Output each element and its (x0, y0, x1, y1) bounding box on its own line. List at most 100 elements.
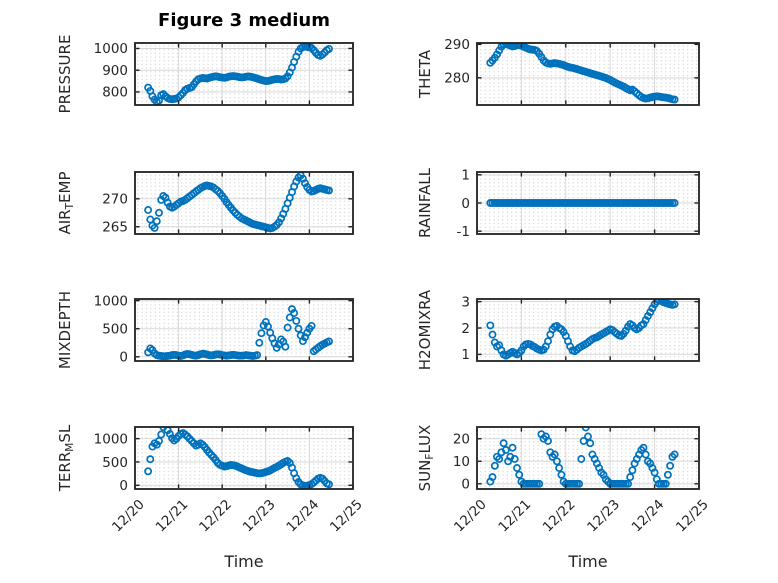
data-point (288, 305, 296, 314)
y-axis-label-subscript: M (64, 443, 76, 452)
data-point (639, 443, 648, 452)
data-point (552, 457, 561, 466)
minor-grid (478, 428, 698, 488)
plot-frame (134, 298, 354, 362)
data-point (285, 313, 294, 322)
marker-group (486, 427, 679, 488)
marker-group (486, 43, 679, 104)
data-point (155, 437, 163, 445)
y-axis-label: THETA (416, 49, 434, 99)
y-axis-label-subscript: T (64, 202, 76, 210)
y-tick-label: 1000 (94, 41, 128, 57)
data-point (670, 450, 679, 459)
y-tick-label: 0 (461, 477, 470, 493)
marker-group (144, 172, 333, 233)
x-tick-label: 12/24 (629, 497, 668, 536)
subplot-air_temp: 265 270 AIRTEMP (56, 171, 354, 236)
data-point (661, 479, 670, 488)
x-tick-label: 12/24 (283, 497, 322, 536)
data-point (544, 337, 552, 346)
y-tick-label: 280 (444, 71, 470, 87)
subplot-pressure: 800 900 1000 PRESSURE (56, 35, 354, 113)
data-point (325, 186, 333, 195)
data-point (325, 337, 333, 346)
y-tick-label: 500 (102, 455, 128, 471)
marker-group (486, 299, 679, 360)
y-tick-label: 265 (102, 220, 128, 236)
plot-frame (134, 171, 354, 235)
y-axis-label: MIXDEPTH (56, 291, 74, 369)
y-axis-label-part: AIR (56, 209, 74, 234)
data-point (501, 446, 510, 454)
data-point (488, 330, 497, 339)
x-tick-label: 12/21 (495, 497, 534, 536)
data-point (325, 44, 333, 53)
y-axis-label-part: H2OMIXRA (416, 289, 434, 370)
data-point (499, 439, 508, 448)
x-tick-label: 12/22 (540, 497, 579, 536)
data-point (294, 324, 303, 333)
data-point (515, 470, 524, 479)
plot-frame (134, 42, 354, 106)
data-point (586, 439, 595, 448)
data-point (626, 473, 635, 482)
data-point (157, 430, 166, 439)
y-tick-label: 20 (453, 432, 470, 448)
y-axis-label-part: SL (56, 424, 74, 443)
data-point (292, 316, 301, 325)
marker-group (144, 305, 333, 361)
subplot-rainfall: -1 0 1 RAINFALL (416, 167, 700, 240)
plot-frame (134, 426, 354, 490)
y-axis-label: H2OMIXRA (416, 289, 434, 370)
y-axis-label-part: RAINFALL (416, 167, 434, 238)
subplot-terr_msl: 0 500 1000 TERRMSL 12/20 12/21 12/22 12/23 12/24… (56, 424, 366, 536)
y-tick-label: 1000 (94, 431, 128, 447)
data-point (670, 300, 679, 309)
y-tick-label: 10 (453, 454, 470, 470)
data-point (155, 208, 163, 217)
data-point (152, 217, 161, 226)
y-axis-label: RAINFALL (416, 167, 434, 238)
y-axis-label: AIRTEMP (56, 172, 76, 235)
data-point (298, 337, 307, 346)
data-point (144, 467, 153, 476)
data-point (579, 437, 588, 445)
x-tick-label: 12/23 (240, 497, 279, 536)
data-point (490, 461, 499, 470)
data-point (283, 323, 292, 332)
data-point (146, 455, 155, 464)
subplot-sun_flux: 0 10 20 SUNFLUX 12/20 12/21 12/22 12/23 12/24 12/… (416, 425, 712, 536)
y-axis-label-part: LUX (416, 425, 434, 454)
data-point (513, 464, 521, 472)
data-point (575, 479, 584, 488)
y-tick-label: 0 (119, 350, 128, 366)
data-point (290, 309, 299, 317)
plot-frame (476, 42, 700, 106)
y-axis-label-part: EMP (56, 172, 74, 203)
y-tick-label: 800 (102, 85, 128, 101)
data-point (144, 206, 153, 214)
data-point (670, 199, 679, 207)
subplot-theta: 280 290 THETA (416, 37, 700, 106)
data-point (486, 321, 495, 330)
minor-grid (478, 300, 698, 360)
x-tick-label: 12/25 (327, 497, 366, 536)
figure-title: Figure 3 medium (158, 10, 330, 31)
data-point (159, 427, 168, 431)
x-tick-label: 12/21 (153, 497, 192, 536)
y-tick-label: 1 (461, 347, 470, 363)
data-point (624, 479, 632, 488)
y-tick-label: 2 (461, 321, 470, 337)
data-point (325, 480, 333, 489)
x-tick-label: 12/23 (584, 497, 623, 536)
data-point (488, 473, 497, 482)
y-tick-label: 0 (461, 196, 470, 212)
time-axis-label-left: Time (224, 552, 264, 571)
data-point (670, 95, 679, 104)
y-axis-label-subscript: F (424, 454, 436, 460)
y-tick-label: 900 (102, 63, 128, 79)
y-tick-label: 1000 (94, 293, 128, 309)
data-point (495, 455, 504, 463)
subplot-mixdepth: 0 500 1000 MIXDEPTH (56, 291, 354, 369)
